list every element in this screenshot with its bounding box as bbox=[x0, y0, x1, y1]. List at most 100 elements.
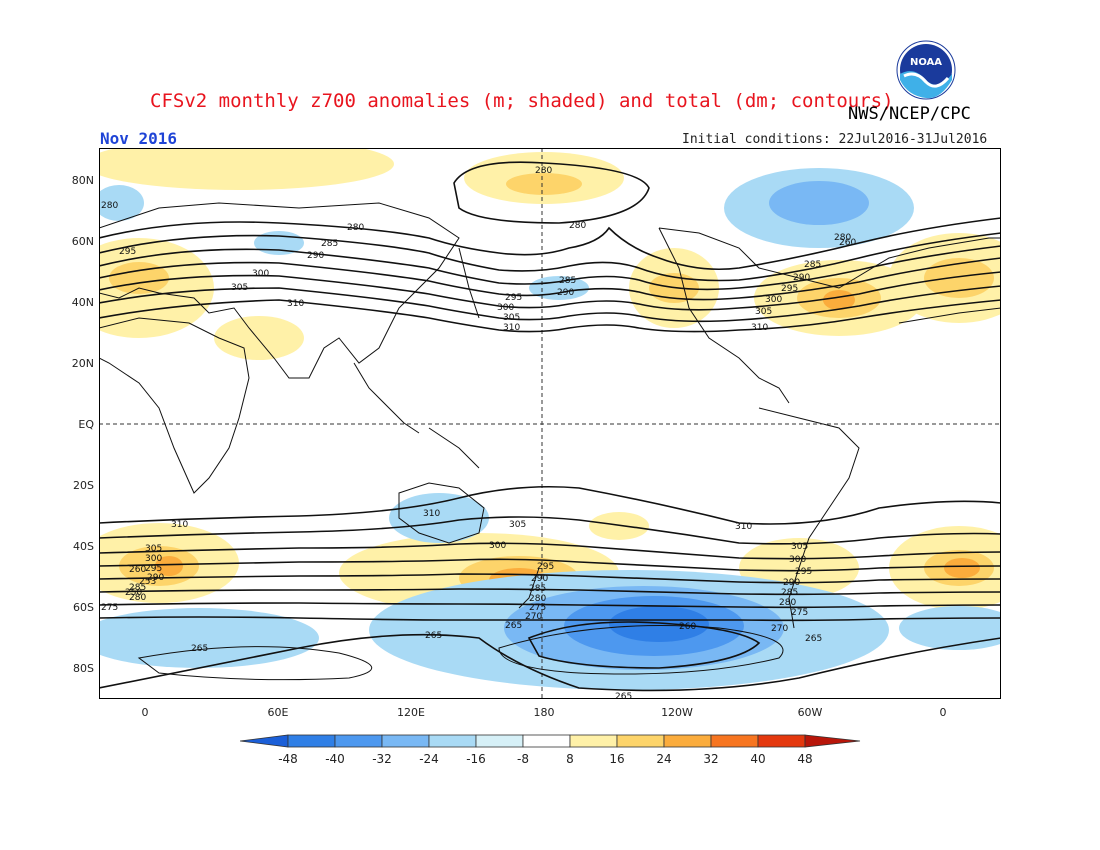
contour-label: 265 bbox=[191, 644, 208, 654]
lat-label-20n: 20N bbox=[71, 357, 94, 370]
map-frame bbox=[99, 148, 1001, 699]
contour-label: 295 bbox=[537, 562, 554, 572]
colorbar-label: -8 bbox=[517, 752, 529, 766]
contour-label: 260 bbox=[129, 565, 146, 575]
contour-label: 305 bbox=[503, 313, 520, 323]
noaa-logo: NOAA bbox=[896, 40, 956, 100]
contour-label: 280 bbox=[834, 233, 851, 243]
lat-label-eq: EQ bbox=[78, 418, 94, 431]
anomaly-map: 280 280 280 280 280 285 285 285 290 290 … bbox=[99, 148, 1001, 699]
contour-label: 290 bbox=[793, 273, 810, 283]
contour-label: 290 bbox=[557, 288, 574, 298]
contour-label: 285 bbox=[559, 276, 576, 286]
contour-label: 295 bbox=[505, 293, 522, 303]
contour-label: 295 bbox=[145, 564, 162, 574]
colorbar-cell bbox=[757, 734, 806, 748]
contour-label: 290 bbox=[147, 573, 164, 583]
forecast-month: Nov 2016 bbox=[100, 129, 178, 148]
contour-label: 265 bbox=[805, 634, 822, 644]
lon-label-120w: 120W bbox=[661, 706, 693, 719]
colorbar-label: 8 bbox=[566, 752, 574, 766]
contour-label: 285 bbox=[129, 583, 146, 593]
colorbar-label: -32 bbox=[372, 752, 392, 766]
contour-label: 300 bbox=[489, 541, 506, 551]
colorbar-cell bbox=[804, 734, 861, 748]
contour-labels: 280 280 280 280 280 285 285 285 290 290 … bbox=[101, 166, 856, 699]
contour-label: 280 bbox=[101, 201, 118, 211]
contour-label: 290 bbox=[531, 574, 548, 584]
contour-label: 265 bbox=[615, 692, 632, 699]
contour-label: 300 bbox=[252, 269, 269, 279]
colorbar-cell bbox=[381, 734, 430, 748]
colorbar-label: 48 bbox=[797, 752, 813, 766]
contour-label: 295 bbox=[119, 247, 136, 257]
contour-label: 285 bbox=[529, 584, 546, 594]
contour-label: 270 bbox=[771, 624, 788, 634]
colorbar-cell bbox=[428, 734, 477, 748]
colorbar bbox=[240, 734, 861, 748]
lat-label-60s: 60S bbox=[73, 601, 94, 614]
contour-label: 285 bbox=[781, 588, 798, 598]
contour-label: 310 bbox=[735, 522, 752, 532]
contour-label: 275 bbox=[529, 603, 546, 613]
colorbar-cell bbox=[616, 734, 665, 748]
contour-label: 300 bbox=[497, 303, 514, 313]
contour-label: 305 bbox=[755, 307, 772, 317]
contour-label: 310 bbox=[503, 323, 520, 333]
contour-label: 310 bbox=[751, 323, 768, 333]
contour-label: 310 bbox=[423, 509, 440, 519]
contour-label: 305 bbox=[791, 542, 808, 552]
contour-label: 250 bbox=[125, 588, 142, 598]
lat-label-20s: 20S bbox=[73, 479, 94, 492]
organization-label: NWS/NCEP/CPC bbox=[848, 104, 971, 124]
lat-label-40n: 40N bbox=[71, 296, 94, 309]
contour-label: 285 bbox=[321, 239, 338, 249]
lon-label-0-east: 0 bbox=[939, 706, 947, 719]
contour-label: 280 bbox=[129, 593, 146, 603]
colorbar-cell bbox=[240, 734, 289, 748]
contour-label: 270 bbox=[525, 612, 542, 622]
noaa-logo-text: NOAA bbox=[910, 57, 942, 68]
contour-label: 280 bbox=[569, 221, 586, 231]
contour-label: 305 bbox=[145, 544, 162, 554]
colorbar-cell bbox=[334, 734, 383, 748]
contour-label: 280 bbox=[535, 166, 552, 176]
contour-label: 285 bbox=[804, 260, 821, 270]
contour-label: 290 bbox=[307, 251, 324, 261]
contour-label: 300 bbox=[765, 295, 782, 305]
colorbar-cell bbox=[710, 734, 759, 748]
contour-label: 280 bbox=[529, 594, 546, 604]
colorbar-label: 24 bbox=[656, 752, 672, 766]
lat-label-60n: 60N bbox=[71, 235, 94, 248]
lon-label-0: 0 bbox=[141, 706, 149, 719]
colorbar-cell bbox=[522, 734, 571, 748]
colorbar-label: 16 bbox=[609, 752, 625, 766]
lat-label-40s: 40S bbox=[73, 540, 94, 553]
contour-label: 253 bbox=[139, 577, 156, 587]
colorbar-label: -48 bbox=[278, 752, 298, 766]
lat-label-80n: 80N bbox=[71, 174, 94, 187]
initial-conditions: Initial conditions: 22Jul2016-31Jul2016 bbox=[682, 132, 988, 147]
contour-label: 300 bbox=[145, 554, 162, 564]
contour-label: 310 bbox=[171, 520, 188, 530]
contour-label: 280 bbox=[347, 223, 364, 233]
colorbar-label: -16 bbox=[466, 752, 486, 766]
colorbar-label: 40 bbox=[750, 752, 766, 766]
colorbar-label: -24 bbox=[419, 752, 439, 766]
map-title: CFSv2 monthly z700 anomalies (m; shaded)… bbox=[150, 90, 894, 112]
contour-label: 275 bbox=[101, 603, 118, 613]
contour-label: 310 bbox=[287, 299, 304, 309]
contour-label: 260 bbox=[839, 238, 856, 248]
colorbar-cell bbox=[475, 734, 524, 748]
lon-label-120e: 120E bbox=[397, 706, 425, 719]
colorbar-label: 32 bbox=[703, 752, 719, 766]
contour-label: 290 bbox=[783, 578, 800, 588]
colorbar-cell bbox=[569, 734, 618, 748]
contour-label: 295 bbox=[795, 567, 812, 577]
contour-label: 300 bbox=[789, 555, 806, 565]
contour-label: 305 bbox=[509, 520, 526, 530]
lon-label-180: 180 bbox=[533, 706, 555, 719]
colorbar-cell bbox=[663, 734, 712, 748]
lon-label-60w: 60W bbox=[797, 706, 823, 719]
contour-label: 265 bbox=[505, 621, 522, 631]
